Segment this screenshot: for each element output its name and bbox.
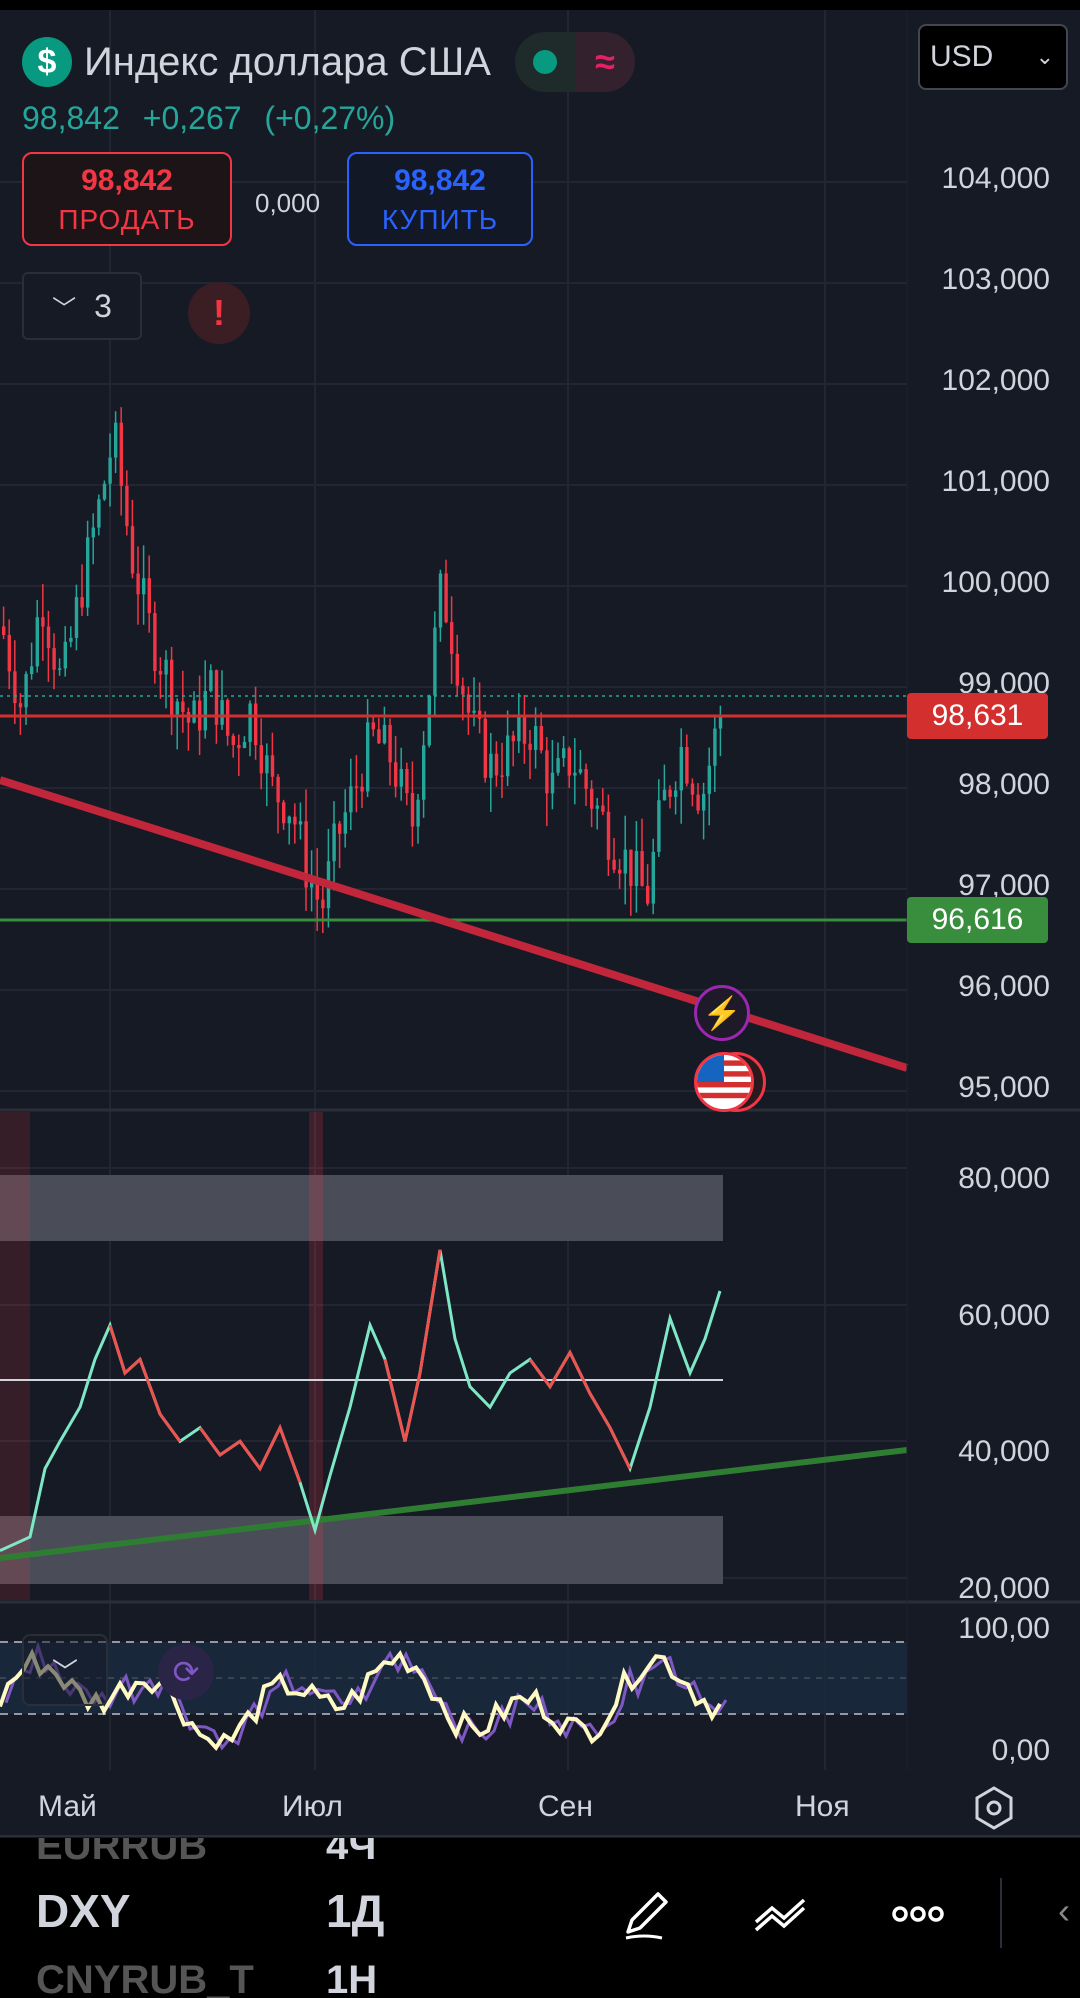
- rsi-line: [0, 1249, 722, 1553]
- rsi-trend-line: [0, 1447, 908, 1561]
- sell-label: ПРОДАТЬ: [58, 204, 196, 235]
- trend-tool-icon[interactable]: [748, 1882, 812, 1946]
- sell-price: 98,842: [81, 164, 173, 197]
- chevron-down-icon: ﹀: [52, 295, 77, 323]
- currency-value: USD: [930, 40, 994, 73]
- price-axis-label: 104,000: [941, 162, 1050, 195]
- currency-select[interactable]: USD ⌄: [918, 24, 1068, 90]
- bottom-toolbar: EURRUB 4Ч DXY 1Д CNYRUB_T 1Н ‹: [0, 1838, 1080, 1998]
- rsi-highlight-jul: [309, 1112, 323, 1600]
- market-open-icon: [514, 32, 575, 92]
- rsi-highlight-left: [0, 1112, 30, 1600]
- toolbar-divider: [1000, 1878, 1002, 1948]
- indicators-count: 3: [94, 287, 112, 324]
- time-axis-label: Май: [38, 1790, 97, 1823]
- rsi-line-red-segments: [108, 1249, 632, 1483]
- rsi-overbought-band: [0, 1175, 723, 1241]
- rsi-axis-label: 60,000: [958, 1299, 1050, 1332]
- lightning-event-icon[interactable]: ⚡: [694, 985, 750, 1041]
- support-price-tag: 96,616: [907, 897, 1048, 943]
- stoch-band: [0, 1642, 907, 1714]
- price-axis-label: 97,000: [958, 869, 1050, 902]
- spread-value: 0,000: [255, 188, 321, 218]
- resistance-price-tag: 98,631: [907, 693, 1048, 739]
- trend-line[interactable]: [0, 776, 909, 1072]
- rsi-axis-label: 80,000: [958, 1162, 1050, 1195]
- price-change-pct: (+0,27%): [264, 100, 396, 136]
- price-axis-label: 95,000: [958, 1071, 1050, 1104]
- ticker-current[interactable]: DXY: [36, 1885, 131, 1937]
- stoch-axis-label: 0,00: [991, 1734, 1050, 1767]
- rsi-oversold-band: [0, 1516, 723, 1584]
- sync-icon[interactable]: ⟳: [158, 1644, 214, 1700]
- rsi-axis-label: 40,000: [958, 1435, 1050, 1468]
- quote-line: 98,842 +0,267 (+0,27%): [22, 100, 409, 137]
- time-axis-label: Июл: [282, 1790, 343, 1823]
- chart-settings-icon[interactable]: [970, 1784, 1018, 1832]
- price-axis-label: 98,000: [958, 768, 1050, 801]
- stoch-axis-label: 100,00: [958, 1612, 1050, 1645]
- ticker-next[interactable]: CNYRUB_T: [36, 1958, 254, 1998]
- ticker-prev[interactable]: EURRUB: [36, 1838, 208, 1868]
- sell-button[interactable]: 98,842 ПРОДАТЬ: [22, 152, 232, 246]
- market-status-pill[interactable]: ≈: [514, 32, 635, 92]
- chevron-down-icon: ﹀: [51, 1656, 78, 1687]
- symbol-title: Индекс доллара США: [84, 39, 491, 84]
- warning-icon[interactable]: !: [188, 282, 250, 344]
- status-bar: [0, 0, 1080, 10]
- chart-app: $ Индекс доллара США ≈ USD ⌄ 98,842 +0,2…: [0, 10, 1080, 1838]
- indicators-toggle[interactable]: ﹀ 3: [22, 272, 142, 340]
- pencil-icon[interactable]: [614, 1882, 678, 1946]
- price-axis-label: 102,000: [941, 364, 1050, 397]
- price-chart[interactable]: [0, 10, 1080, 1838]
- stoch-k-line: [0, 1648, 722, 1752]
- more-icon[interactable]: [886, 1882, 950, 1946]
- wave-icon: ≈: [574, 32, 635, 92]
- timeframe-prev[interactable]: 4Ч: [326, 1838, 377, 1868]
- price-axis-label: 103,000: [941, 263, 1050, 296]
- timeframe-next[interactable]: 1Н: [326, 1958, 378, 1998]
- buy-price: 98,842: [394, 164, 486, 197]
- chevron-left-icon[interactable]: ‹: [1058, 1890, 1070, 1931]
- price-axis-label: 100,000: [941, 566, 1050, 599]
- last-price: 98,842: [22, 100, 120, 136]
- buy-label: КУПИТЬ: [381, 204, 499, 235]
- rsi-axis-label: 20,000: [958, 1572, 1050, 1605]
- price-change: +0,267: [142, 100, 242, 136]
- us-flag-icon[interactable]: [694, 1052, 754, 1112]
- oscillator-toggle[interactable]: ﹀: [22, 1634, 108, 1706]
- price-axis-label: 101,000: [941, 465, 1050, 498]
- price-axis-label: 96,000: [958, 970, 1050, 1003]
- time-axis-label: Ноя: [795, 1790, 850, 1823]
- buy-button[interactable]: 98,842 КУПИТЬ: [347, 152, 533, 246]
- candlesticks: [2, 407, 723, 934]
- timeframe-current[interactable]: 1Д: [326, 1885, 385, 1937]
- dollar-icon: $: [22, 37, 72, 87]
- symbol-header[interactable]: $ Индекс доллара США ≈: [22, 32, 635, 92]
- time-axis-label: Сен: [538, 1790, 593, 1823]
- chevron-down-icon: ⌄: [1035, 44, 1054, 69]
